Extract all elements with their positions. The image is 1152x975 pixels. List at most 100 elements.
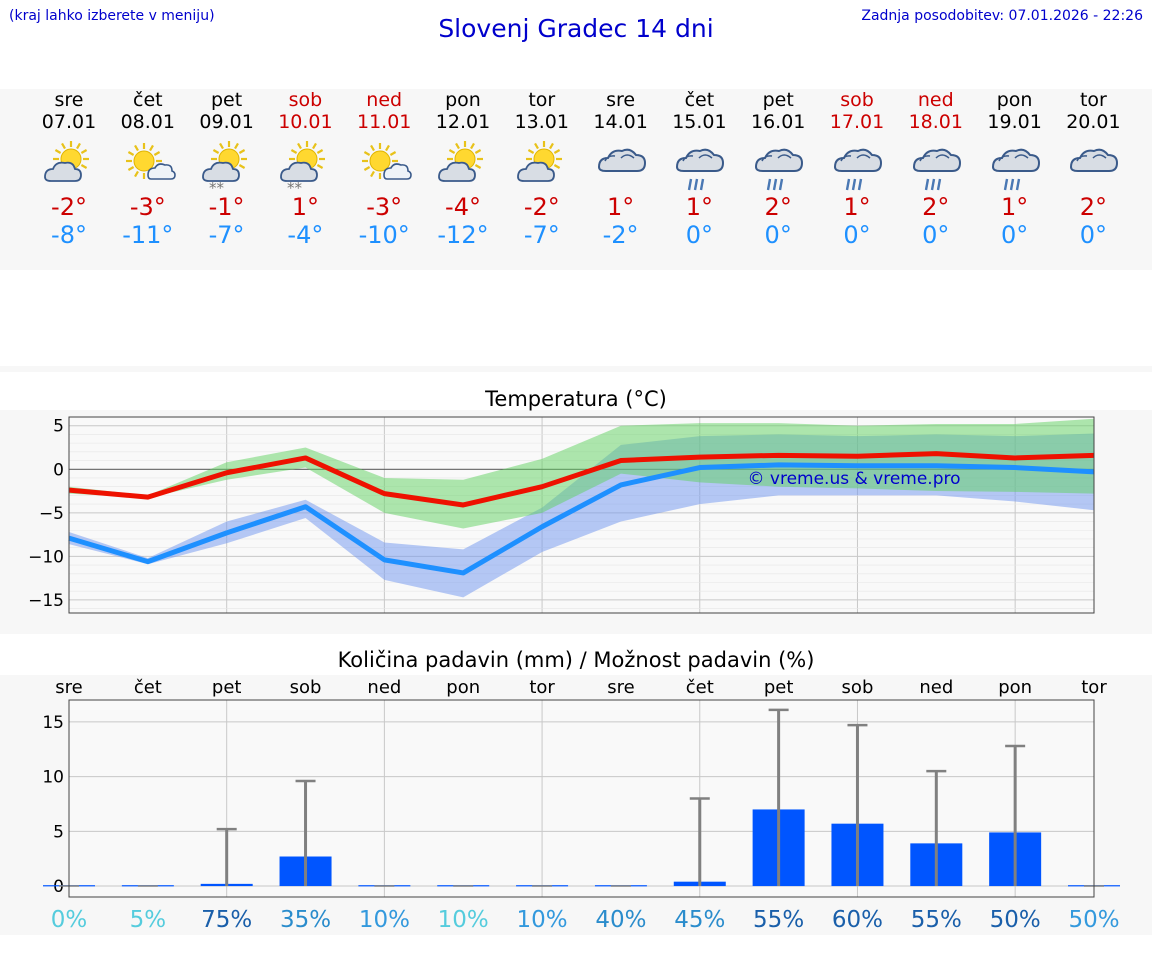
cloud-rain-icon: [739, 139, 818, 193]
y-tick-label: 0: [53, 460, 64, 480]
y-tick-label: −10: [28, 547, 64, 567]
max-temperature: -2°: [523, 193, 560, 221]
precipitation-probability: 10%: [517, 907, 568, 933]
precipitation-probability: 10%: [438, 907, 489, 933]
cloud-rain-icon: [818, 139, 897, 193]
day-date: 07.01: [41, 111, 97, 133]
cloud-rain-icon: [975, 139, 1054, 193]
x-tick-label: sre: [607, 677, 634, 698]
day-date: 18.01: [908, 111, 963, 133]
forecast-strip: [0, 89, 1152, 270]
precipitation-probability: 5%: [130, 907, 167, 933]
precipitation-probability: 0%: [51, 907, 88, 933]
cloud-icon: [581, 139, 660, 193]
max-temperature: 1°: [685, 193, 714, 221]
max-temperature: 1°: [843, 193, 871, 221]
min-temperature: -8°: [51, 221, 87, 249]
location-hint: (kraj lahko izberete v meniju): [9, 8, 215, 24]
day-date: 17.01: [829, 111, 885, 133]
min-temperature: -2°: [602, 221, 639, 249]
sun-cloud-icon: [502, 139, 581, 193]
x-tick-label: sob: [842, 677, 874, 698]
precipitation-probability: 10%: [359, 907, 410, 933]
x-tick-label: čet: [134, 677, 162, 698]
sun-cloud-snow-icon: **: [187, 139, 266, 193]
day-name: ned: [366, 89, 403, 111]
y-tick-label: −5: [39, 504, 64, 524]
min-temperature-line: [68, 462, 1095, 576]
day-date: 11.01: [356, 111, 412, 133]
precipitation-probability: 60%: [832, 907, 883, 933]
max-temperature: 2°: [922, 193, 950, 221]
y-tick-label: 5: [53, 822, 64, 842]
precipitation-chart: 15 10 5 0 sre čet pet sob ned pon tor sre čet pet sob n…: [42, 677, 1120, 933]
day-date: 12.01: [435, 111, 491, 133]
y-tick-label: 5: [53, 417, 64, 437]
precipitation-chart-title: Količina padavin (mm) / Možnost padavin …: [337, 648, 815, 672]
temperature-chart-title: Temperatura (°C): [485, 387, 667, 411]
precipitation-probability: 75%: [201, 907, 252, 933]
day-name: pon: [445, 89, 481, 111]
day-column: ned 18.01 2° 0°: [896, 89, 975, 249]
day-name: sre: [606, 89, 636, 111]
day-column: tor 20.01 2° 0°: [1054, 89, 1133, 249]
day-name: čet: [684, 89, 715, 111]
x-tick-label: pet: [212, 677, 242, 698]
day-column: pet 09.01 ** -1° -7°: [187, 89, 266, 249]
day-name: tor: [1079, 89, 1107, 111]
day-date: 10.01: [278, 111, 333, 133]
day-date: 20.01: [1066, 111, 1121, 133]
precipitation-probability: 50%: [990, 907, 1041, 933]
max-temperature: 1°: [291, 193, 320, 221]
svg-text:**: **: [209, 179, 225, 193]
precipitation-probability: 40%: [595, 907, 646, 933]
day-column: pet 16.01 2° 0°: [739, 89, 818, 249]
day-column: sre 14.01 1° -2°: [581, 89, 660, 249]
precipitation-probability: 45%: [674, 907, 725, 933]
x-tick-label: sre: [55, 677, 82, 698]
max-temperature-line: [68, 451, 1095, 508]
day-column: čet 15.01 1° 0°: [660, 89, 739, 249]
sun-cloud-icon: [424, 139, 503, 193]
min-temperature: -7°: [208, 221, 245, 249]
day-date: 08.01: [120, 111, 175, 133]
min-temperature: -7°: [523, 221, 560, 249]
day-column: čet 08.01 -3° -11°: [108, 89, 187, 249]
precipitation-probability: 35%: [280, 907, 331, 933]
day-name: pon: [996, 89, 1033, 111]
svg-text:**: **: [287, 179, 303, 193]
max-temperature: -1°: [208, 193, 245, 221]
min-temperature: 0°: [685, 221, 714, 249]
min-temperature: 0°: [1079, 221, 1108, 249]
day-column: pon 12.01 -4° -12°: [424, 89, 503, 249]
sun-cloud-icon: [30, 139, 109, 193]
y-tick-label: 15: [42, 713, 64, 733]
day-date: 15.01: [672, 111, 727, 133]
day-name: pet: [210, 89, 243, 111]
x-tick-label: pon: [446, 677, 480, 698]
max-temperature: 2°: [1079, 193, 1108, 221]
min-temperature: 0°: [764, 221, 792, 249]
watermark: © vreme.us & vreme.pro: [747, 469, 960, 489]
min-temperature: -12°: [437, 221, 489, 249]
min-temperature: 0°: [843, 221, 871, 249]
cloud-rain-icon: [660, 139, 739, 193]
day-name: sob: [840, 89, 874, 111]
precipitation-probability: 55%: [753, 907, 804, 933]
x-tick-label: pon: [998, 677, 1032, 698]
max-temperature: 1°: [1000, 193, 1029, 221]
day-column: sob 17.01 1° 0°: [818, 89, 897, 249]
page-title: Slovenj Gradec 14 dni: [438, 14, 714, 43]
day-name: pet: [762, 89, 794, 111]
day-date: 19.01: [987, 111, 1042, 133]
cloud-icon: [1054, 139, 1133, 193]
y-tick-label: −15: [28, 591, 64, 611]
sun-cloud-snow-icon: **: [266, 139, 345, 193]
day-name: sob: [288, 89, 323, 111]
precipitation-probability: 55%: [911, 907, 962, 933]
day-name: tor: [528, 89, 556, 111]
x-tick-label: čet: [686, 677, 714, 698]
min-temperature: -10°: [358, 221, 410, 249]
last-updated: Zadnja posodobitev: 07.01.2026 - 22:26: [861, 8, 1143, 24]
x-tick-label: tor: [1081, 677, 1107, 698]
